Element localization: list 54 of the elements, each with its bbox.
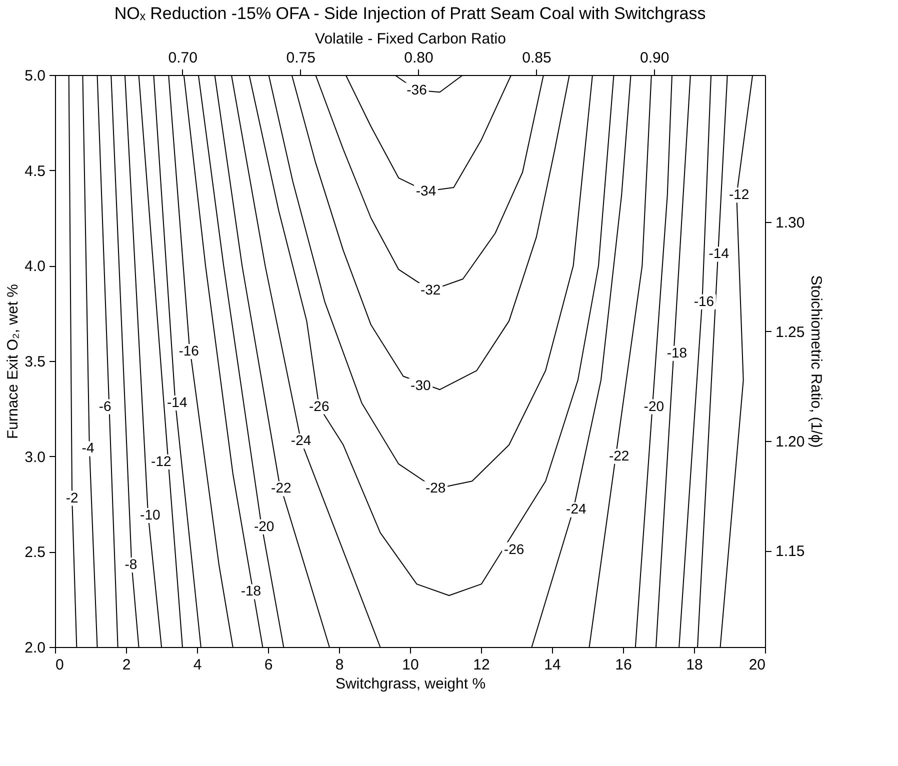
annotation: -6 [98, 398, 112, 414]
chart-title: NOₓ Reduction -15% OFA - Side Injection of Pratt Seam Coal with Switchgrass [114, 4, 706, 23]
annotation: -36 [406, 81, 428, 98]
x-tick-label: 12 [473, 656, 490, 674]
annotation: -20 [644, 398, 664, 414]
x-tick-label: 8 [335, 656, 344, 674]
annotation: -22 [271, 480, 292, 496]
annotation: -26 [309, 398, 330, 414]
y-axis-title: Furnace Exit O₂, wet % [4, 284, 22, 440]
x2-tick-label: 0.85 [522, 50, 552, 66]
y-tick-label: 3.5 [24, 354, 46, 370]
x2-tick-label: 0.75 [286, 50, 316, 66]
x-tick-label: 2 [122, 656, 131, 674]
annotation: -18 [666, 344, 688, 360]
y-tick-label: 3.0 [24, 448, 46, 466]
x-axis-title: Switchgrass, weight % [335, 676, 486, 692]
x-tick-label: 14 [544, 656, 561, 674]
annotation: -18 [240, 582, 262, 599]
x-tick-label: 4 [193, 656, 202, 674]
x-tick-label: 18 [686, 656, 703, 674]
y-tick-label: 5.0 [24, 68, 46, 84]
annotation: -24 [566, 500, 586, 517]
annotation: -14 [167, 394, 188, 410]
annotation: -2 [66, 489, 78, 506]
annotation: -10 [140, 506, 160, 522]
y-tick-label: 2.0 [24, 640, 46, 656]
x-tick-label: 16 [615, 656, 632, 674]
x2-axis-title: Volatile - Fixed Carbon Ratio [315, 30, 506, 48]
x-tick-label: 6 [264, 656, 273, 674]
y-tick-label: 2.5 [24, 544, 46, 562]
annotation: -4 [82, 440, 94, 456]
y2-tick-label: 1.25 [776, 324, 805, 341]
y2-axis-title: Stoichiometric Ratio, (1/ϕ) [808, 275, 825, 448]
annotation: -12 [728, 186, 750, 202]
annotation: -12 [151, 453, 172, 470]
x2-tick-label: 0.70 [168, 50, 198, 66]
y2-tick-label: 1.15 [776, 543, 805, 560]
annotation: -24 [290, 432, 312, 448]
x2-tick-label: 0.90 [640, 50, 670, 66]
x2-tick-label: 0.80 [404, 50, 434, 66]
y2-tick-label: 1.30 [776, 214, 805, 232]
annotation: -14 [708, 245, 730, 262]
annotation: -20 [254, 518, 274, 534]
x-tick-label: 0 [56, 656, 64, 674]
annotation: -30 [410, 376, 431, 393]
y-tick-label: 4.0 [24, 258, 46, 276]
y2-tick-label: 1.20 [776, 433, 805, 450]
annotation: -8 [124, 556, 138, 572]
annotation: -26 [504, 540, 524, 557]
x-tick-label: 10 [402, 656, 419, 674]
y-tick-label: 4.5 [24, 162, 46, 180]
annotation: -22 [608, 447, 630, 464]
annotation: -16 [178, 342, 200, 358]
x-tick-label: 20 [748, 656, 766, 674]
